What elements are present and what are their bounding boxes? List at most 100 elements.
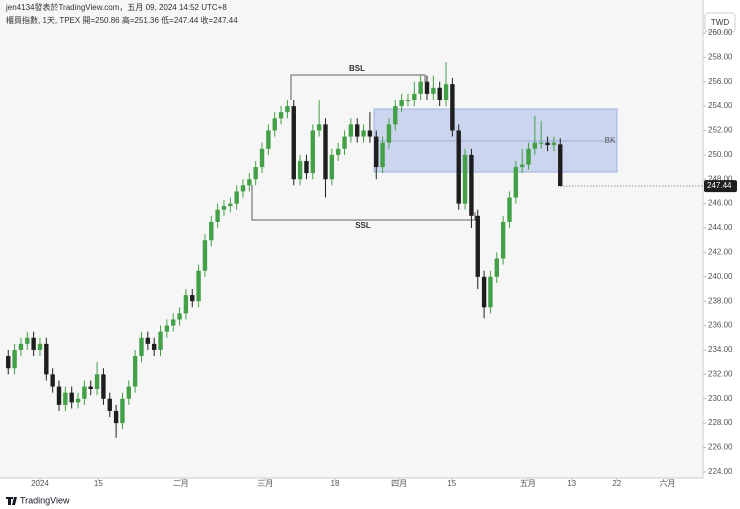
candle-body bbox=[405, 99, 411, 101]
candle-body bbox=[88, 386, 93, 389]
y-tick-label: 234.00 bbox=[708, 345, 733, 354]
ssl-bracket bbox=[251, 185, 476, 221]
x-tick-label: 15 bbox=[447, 479, 456, 488]
candle-body bbox=[456, 130, 461, 204]
candle-body bbox=[558, 144, 563, 187]
candle-body bbox=[450, 84, 455, 131]
candle-body bbox=[323, 124, 328, 180]
y-tick-label: 248.00 bbox=[708, 174, 733, 183]
chart-title: jen4134發表於TradingView.com，五月 09, 2024 14… bbox=[5, 2, 227, 12]
candle-body bbox=[183, 295, 189, 314]
candle-body bbox=[215, 209, 220, 222]
plot-area bbox=[0, 0, 703, 478]
candle-body bbox=[519, 164, 525, 168]
chart-subtitle: 櫃買指數, 1天, TPEX 開=250.86 高=251.36 低=247.4… bbox=[6, 15, 238, 25]
candle-body bbox=[202, 240, 208, 271]
candle-body bbox=[475, 215, 480, 277]
candle-body bbox=[240, 185, 246, 192]
annotation: BSL bbox=[349, 64, 365, 73]
candle-body bbox=[494, 258, 499, 277]
y-tick-label: 230.00 bbox=[708, 394, 733, 403]
candle-body bbox=[221, 206, 227, 210]
candle-body bbox=[6, 356, 11, 369]
annotation: SSL bbox=[355, 221, 371, 230]
candle-body bbox=[513, 167, 519, 198]
candle-body bbox=[272, 118, 277, 131]
candle-body bbox=[101, 374, 106, 399]
candle-body bbox=[481, 276, 487, 308]
x-tick-label: 2024 bbox=[31, 479, 49, 488]
x-tick-label: 18 bbox=[331, 479, 340, 488]
candle-body bbox=[107, 398, 112, 411]
y-tick-label: 226.00 bbox=[708, 443, 733, 452]
candle-body bbox=[488, 276, 493, 308]
candle-body bbox=[310, 130, 315, 174]
bsl-bracket bbox=[290, 74, 426, 100]
currency-box[interactable] bbox=[704, 12, 736, 33]
candle-body bbox=[94, 374, 100, 389]
candle-body bbox=[386, 124, 392, 143]
candle-body bbox=[18, 343, 24, 350]
candle-body bbox=[348, 124, 354, 137]
candle-body bbox=[393, 106, 398, 125]
candle-body bbox=[164, 325, 170, 332]
candle-body bbox=[431, 87, 436, 94]
candle-body bbox=[418, 81, 423, 94]
candle-body bbox=[367, 130, 373, 137]
candle-body bbox=[171, 319, 176, 326]
candle-body bbox=[507, 197, 512, 222]
x-tick-label: 22 bbox=[612, 479, 621, 488]
candle-body bbox=[291, 106, 296, 180]
candle-body bbox=[374, 136, 379, 168]
candle-body bbox=[316, 124, 322, 131]
x-tick-label: 15 bbox=[94, 479, 103, 488]
candle-body bbox=[462, 154, 468, 204]
candle-body bbox=[82, 386, 87, 399]
y-tick-label: 224.00 bbox=[708, 467, 733, 476]
candle-body bbox=[151, 343, 157, 350]
candle-body bbox=[500, 221, 506, 259]
candle-body bbox=[545, 142, 550, 146]
candle-body bbox=[12, 349, 17, 369]
candle-body bbox=[443, 84, 449, 100]
candle-body bbox=[113, 410, 119, 424]
candle-body bbox=[139, 337, 144, 357]
y-tick-label: 244.00 bbox=[708, 223, 733, 232]
x-tick-label: 13 bbox=[567, 479, 576, 488]
candle-body bbox=[234, 191, 239, 204]
candle-body bbox=[424, 81, 430, 94]
candle-body bbox=[253, 167, 258, 180]
x-tick-label: 二月 bbox=[173, 479, 189, 488]
candle-body bbox=[120, 398, 125, 424]
candle-body bbox=[285, 106, 290, 113]
candle-body bbox=[37, 343, 43, 350]
brand: TradingView bbox=[20, 495, 70, 505]
y-tick-label: 242.00 bbox=[708, 248, 733, 257]
y-tick-label: 236.00 bbox=[708, 321, 733, 330]
candle-body bbox=[278, 112, 284, 119]
currency: TWD bbox=[711, 18, 729, 27]
candle-body bbox=[526, 148, 531, 165]
candle-body bbox=[469, 154, 474, 216]
candle-body bbox=[532, 142, 538, 149]
bk-zone bbox=[373, 108, 618, 173]
candle-body bbox=[412, 93, 417, 100]
last-price-box bbox=[704, 180, 737, 193]
x-tick-label: 四月 bbox=[391, 479, 407, 488]
candle-body bbox=[177, 313, 182, 320]
x-tick-label: 五月 bbox=[520, 479, 536, 488]
candle-body bbox=[25, 337, 30, 344]
candle-body bbox=[399, 99, 404, 107]
y-tick-label: 246.00 bbox=[708, 199, 733, 208]
last-price-label: 247.44 bbox=[707, 181, 732, 190]
x-tick-label: 六月 bbox=[659, 478, 675, 488]
candle-body bbox=[228, 203, 233, 207]
y-tick-label: 238.00 bbox=[708, 296, 733, 305]
y-tick-label: 258.00 bbox=[708, 52, 733, 61]
candle-body bbox=[31, 337, 36, 350]
candle-body bbox=[190, 295, 195, 302]
candle-body bbox=[259, 148, 265, 168]
y-tick-label: 254.00 bbox=[708, 101, 733, 110]
candle-body bbox=[56, 386, 62, 405]
